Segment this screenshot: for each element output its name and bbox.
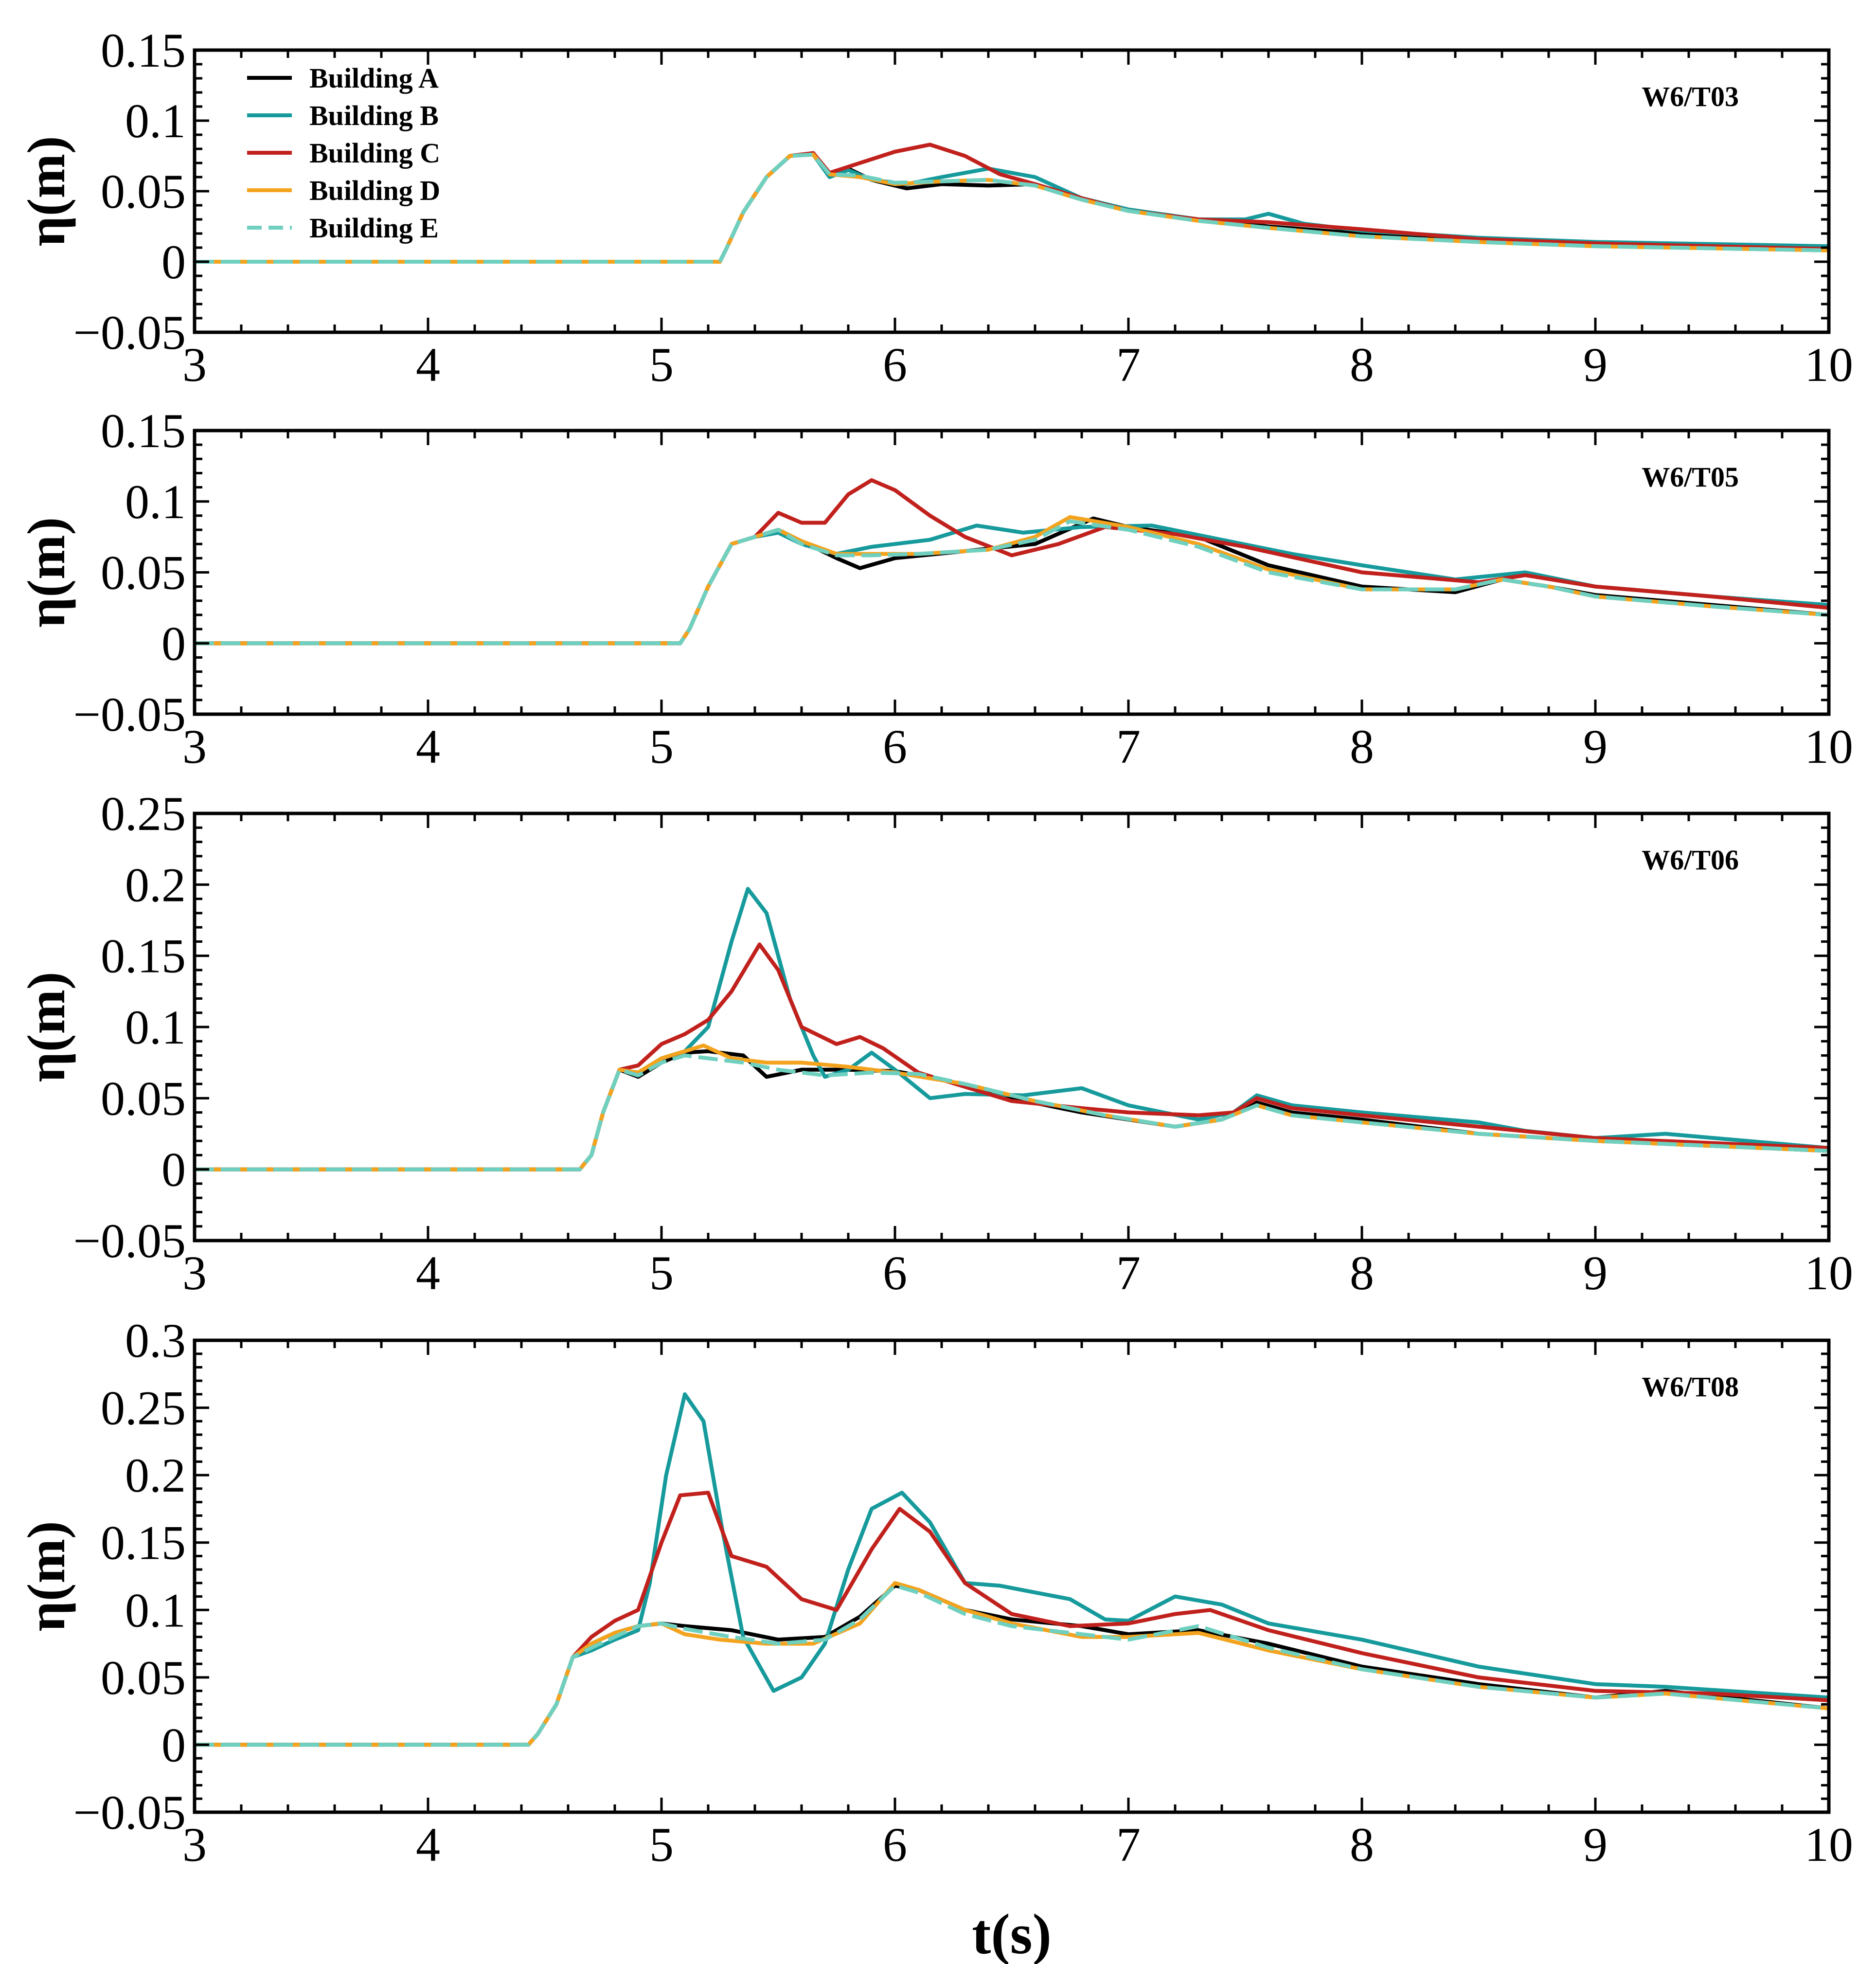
series-line-building-b	[195, 1392, 1829, 1747]
panel-label: W6/T03	[1642, 81, 1739, 112]
x-tick-label: 10	[1805, 1246, 1853, 1300]
y-axis-title: η(m)	[17, 136, 76, 246]
y-tick-label: −0.05	[73, 1785, 186, 1839]
x-tick-label: 5	[649, 1818, 674, 1872]
series-line-building-d	[195, 515, 1829, 646]
x-tick-label: 9	[1583, 1818, 1608, 1872]
y-tick-label: 0.1	[125, 1583, 186, 1637]
y-axis-title: η(m)	[17, 972, 76, 1082]
y-tick-label: 0	[161, 235, 186, 289]
x-tick-label: 7	[1116, 1246, 1141, 1300]
panel-1: 3 4 5 6 7 8 9 10 −0.05 0 0.05 0.1 0.15 η(m) W6/T03	[17, 23, 1853, 392]
x-tick-label: 3	[182, 1818, 207, 1872]
x-tick-label: 7	[1116, 338, 1141, 392]
series-line-building-e	[195, 1584, 1829, 1747]
y-tick-label: 0.05	[101, 546, 186, 600]
series-line-building-a	[195, 516, 1829, 646]
x-tick-label: 3	[182, 338, 207, 392]
x-tick-label: 8	[1350, 1818, 1374, 1872]
y-tick-label: 0.05	[101, 1071, 186, 1125]
series-line-building-e	[195, 1053, 1829, 1171]
panel-label: W6/T05	[1642, 461, 1739, 493]
x-tick-label: 3	[182, 720, 207, 774]
x-tick-label: 4	[416, 1818, 440, 1872]
plot-frame	[193, 429, 1831, 716]
y-tick-label: 0.1	[125, 1000, 186, 1054]
x-axis-title: t(s)	[972, 1902, 1052, 1964]
y-tick-label: 0.2	[125, 858, 186, 912]
panel-label: W6/T06	[1642, 844, 1739, 876]
x-tick-label: 9	[1583, 338, 1608, 392]
series-line-building-a	[195, 1049, 1829, 1171]
series-group	[195, 143, 1829, 264]
x-tick-label: 8	[1350, 1246, 1374, 1300]
x-tick-label: 10	[1805, 338, 1853, 392]
series-line-building-b	[195, 887, 1829, 1171]
x-tick-label: 4	[416, 1246, 440, 1300]
legend: Building A Building B Building C Building D…	[247, 62, 440, 244]
y-tick-label: 0.15	[101, 23, 186, 77]
legend-label: Building A	[309, 62, 439, 94]
y-tick-label: 0.25	[101, 787, 186, 841]
series-line-building-d	[195, 1044, 1829, 1171]
y-tick-label: 0.15	[101, 929, 186, 983]
plot-frame	[193, 1338, 1831, 1814]
x-tick-label: 4	[416, 720, 440, 774]
x-tick-label: 5	[649, 1246, 674, 1300]
legend-label: Building C	[309, 137, 440, 169]
y-tick-label: 0	[161, 1718, 186, 1772]
x-tick-label: 10	[1805, 1818, 1853, 1872]
y-tick-label: 0.05	[101, 1651, 186, 1705]
series-group	[195, 1392, 1829, 1747]
series-line-building-e	[195, 519, 1829, 646]
y-tick-label: 0.05	[101, 164, 186, 218]
x-tick-label: 7	[1116, 1818, 1141, 1872]
x-tick-label: 6	[883, 1818, 907, 1872]
x-tick-label: 9	[1583, 1246, 1608, 1300]
y-tick-label: 0.1	[125, 94, 186, 148]
y-tick-label: 0.1	[125, 475, 186, 529]
y-tick-label: 0.3	[125, 1314, 186, 1368]
y-tick-label: 0	[161, 1143, 186, 1197]
y-tick-label: 0.15	[101, 404, 186, 458]
panel-3: 3 4 5 6 7 8 9 10 −0.05 0 0.05 0.1 0.15 0.2 0.25 η(m) W6/…	[17, 787, 1853, 1300]
x-tick-label: 8	[1350, 338, 1374, 392]
series-line-building-c	[195, 1491, 1829, 1747]
y-tick-label: 0.25	[101, 1381, 186, 1435]
plot-frame	[193, 811, 1831, 1243]
x-tick-label: 3	[182, 1246, 207, 1300]
panel-2: 3 4 5 6 7 8 9 10 −0.05 0 0.05 0.1 0.15 η(m) W6/T05	[17, 404, 1853, 774]
x-tick-label: 9	[1583, 720, 1608, 774]
series-line-building-e	[195, 152, 1829, 264]
legend-label: Building D	[309, 175, 440, 206]
y-tick-label: −0.05	[73, 1214, 186, 1268]
y-axis-title: η(m)	[17, 1521, 76, 1631]
y-tick-label: −0.05	[73, 687, 186, 741]
series-line-building-c	[195, 942, 1829, 1171]
series-line-building-d	[195, 1581, 1829, 1747]
series-line-building-a	[195, 1584, 1829, 1747]
x-tick-label: 6	[883, 720, 907, 774]
x-tick-label: 6	[883, 1246, 907, 1300]
x-tick-label: 6	[883, 338, 907, 392]
legend-label: Building E	[309, 212, 439, 244]
x-tick-label: 10	[1805, 720, 1853, 774]
y-tick-label: −0.05	[73, 306, 186, 360]
y-tick-label: 0.15	[101, 1516, 186, 1570]
x-tick-label: 8	[1350, 720, 1374, 774]
x-tick-label: 4	[416, 338, 440, 392]
panel-label: W6/T08	[1642, 1371, 1739, 1403]
x-tick-label: 5	[649, 338, 674, 392]
y-tick-label: 0.2	[125, 1448, 186, 1502]
series-line-building-c	[195, 478, 1829, 646]
series-group	[195, 478, 1829, 646]
y-axis-title: η(m)	[17, 517, 76, 628]
panel-4: 3 4 5 6 7 8 9 10 −0.05 0 0.05 0.1 0.15 0.2 0.25 0.3 η(m)…	[17, 1314, 1853, 1872]
y-tick-label: 0	[161, 616, 186, 670]
legend-label: Building B	[309, 100, 439, 131]
x-tick-label: 5	[649, 720, 674, 774]
x-tick-label: 7	[1116, 720, 1141, 774]
series-group	[195, 887, 1829, 1171]
